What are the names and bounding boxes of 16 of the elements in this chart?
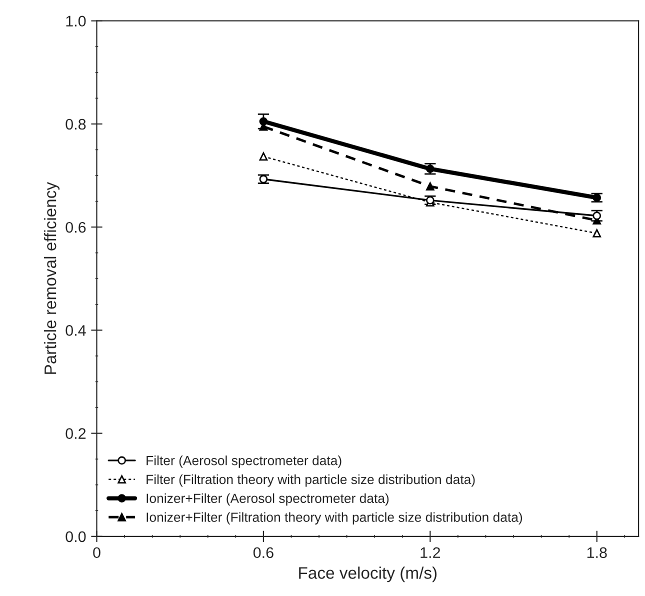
legend-label: Ionizer+Filter (Aerosol spectrometer data) xyxy=(146,493,389,506)
x-tick-label: 0 xyxy=(93,547,100,558)
legend-label: Filter (Aerosol spectrometer data) xyxy=(146,456,342,468)
legend-label: Ionizer+Filter (Filtration theory with particle size distribution data) xyxy=(146,512,522,525)
y-tick-label: 0.0 xyxy=(66,531,86,542)
x-tick-label: 1.8 xyxy=(587,547,607,558)
x-tick-label: 0.6 xyxy=(253,547,274,558)
y-tick-label: 0.8 xyxy=(66,118,86,130)
x-axis-title: Face velocity (m/s) xyxy=(299,566,437,582)
y-axis-title: Particle removal efficiency xyxy=(44,182,60,374)
y-tick-label: 0.2 xyxy=(66,428,86,439)
y-tick-label: 1.0 xyxy=(66,16,86,27)
x-tick-label: 1.2 xyxy=(420,547,440,558)
legend-label: Filter (Filtration theory with particle size distribution data) xyxy=(146,474,475,487)
y-tick-label: 0.4 xyxy=(66,325,86,336)
y-tick-label: 0.6 xyxy=(66,222,86,233)
